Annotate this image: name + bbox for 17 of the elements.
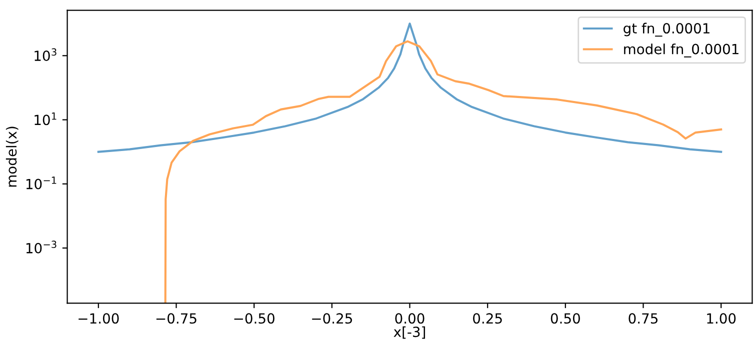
x-tick-label: 1.00 [707,313,736,324]
y-axis-title: model(x) [6,126,18,187]
y-tick-label: 10$^{3}$ [34,48,56,62]
x-axis-title: x[-3] [394,326,426,339]
y-tick-label: 10$^{−1}$ [26,176,56,190]
y-tick-label: 10$^{1}$ [34,112,56,126]
x-tick-label: −0.75 [156,313,196,324]
x-tick-label: 0.75 [628,313,658,324]
x-tick-label: −1.00 [78,313,119,324]
y-tick-label: 10$^{−3}$ [26,240,56,254]
x-tick-label: −0.50 [234,313,274,324]
legend-label: model fn_0.0001 [624,44,738,58]
x-tick-label: 0.00 [395,313,424,324]
x-tick-label: −0.25 [312,313,352,324]
x-tick-label: 0.50 [550,313,580,324]
x-tick-label: 0.25 [473,313,502,324]
legend-label: gt fn_0.0001 [624,22,710,37]
